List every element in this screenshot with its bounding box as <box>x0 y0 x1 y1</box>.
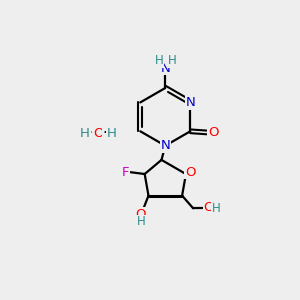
Text: ·: · <box>103 125 108 140</box>
Text: H: H <box>212 202 221 215</box>
Text: H: H <box>154 54 163 68</box>
Text: H: H <box>80 127 89 140</box>
Text: N: N <box>160 62 170 75</box>
Text: O: O <box>136 208 146 220</box>
Text: O: O <box>185 166 195 179</box>
Text: H: H <box>107 127 117 140</box>
Text: O: O <box>203 201 214 214</box>
Text: H: H <box>167 54 176 68</box>
Text: H: H <box>136 215 145 229</box>
Text: F: F <box>122 166 129 179</box>
Text: ·: · <box>89 125 94 140</box>
Text: O: O <box>93 127 104 140</box>
Text: N: N <box>160 139 170 152</box>
Text: O: O <box>208 126 219 139</box>
Text: N: N <box>185 96 195 109</box>
